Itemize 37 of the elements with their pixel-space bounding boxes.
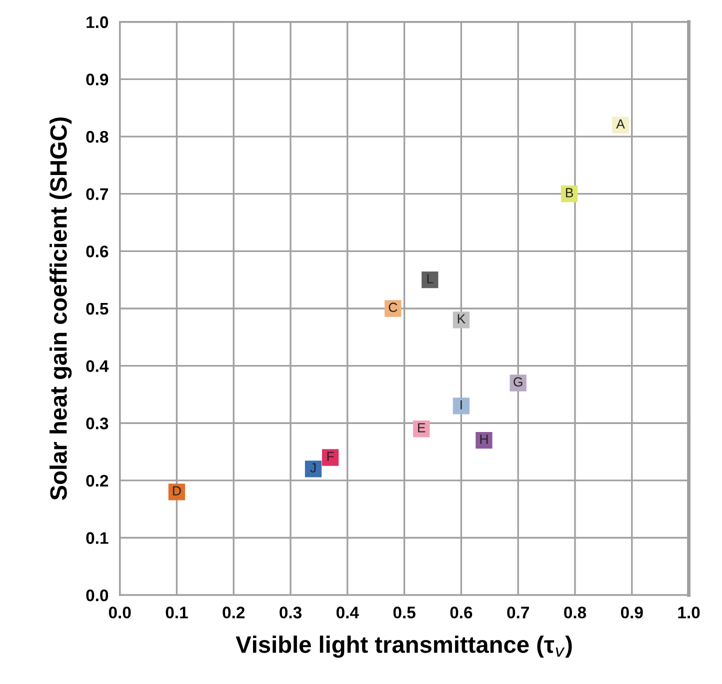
series-label: F: [327, 452, 334, 461]
series-label: J: [310, 463, 316, 473]
y-tick-label: 0.2: [86, 474, 108, 487]
y-tick-label: 0.0: [86, 589, 108, 602]
y-axis-title: Solar heat gain coefficient (SHGC): [50, 117, 72, 500]
x-tick-label: 0.1: [166, 606, 188, 618]
x-tick-label: 0.5: [393, 606, 416, 618]
y-tick-label: 1.0: [86, 16, 108, 28]
y-tick-label: 0.5: [86, 302, 108, 315]
y-tick-label: 0.7: [86, 188, 108, 200]
x-tick-label: 0.3: [280, 606, 302, 618]
x-tick-label: 0.6: [450, 606, 472, 618]
series-label: G: [514, 377, 522, 387]
y-tick-label: 0.8: [86, 130, 108, 143]
series-label: B: [566, 188, 574, 198]
x-tick-label: 0.7: [507, 606, 529, 618]
series-label: K: [458, 314, 466, 324]
series-label: D: [173, 486, 181, 496]
x-tick-label: 1.0: [678, 606, 700, 618]
y-tick-label: 0.4: [86, 360, 109, 372]
x-tick-label: 0.4: [336, 606, 359, 618]
y-tick-label: 0.6: [86, 246, 108, 258]
x-tick-label: 0.0: [108, 606, 131, 618]
series-label: L: [427, 274, 434, 284]
series-label: I: [460, 400, 462, 410]
series-label: A: [616, 119, 625, 128]
y-tick-label: 0.3: [86, 418, 108, 430]
y-tick-label: 0.9: [86, 74, 108, 86]
series-label: E: [418, 423, 426, 432]
series-label: C: [388, 302, 398, 312]
x-tick-label: 0.2: [222, 606, 245, 618]
x-tick-label: 0.8: [564, 606, 586, 618]
x-axis-title: Visible light transmittance (τ$_{v}$): [236, 636, 572, 658]
x-tick-label: 0.9: [620, 606, 643, 618]
y-tick-label: 0.1: [86, 532, 108, 544]
series-label: H: [480, 434, 488, 444]
point: [452, 398, 470, 414]
